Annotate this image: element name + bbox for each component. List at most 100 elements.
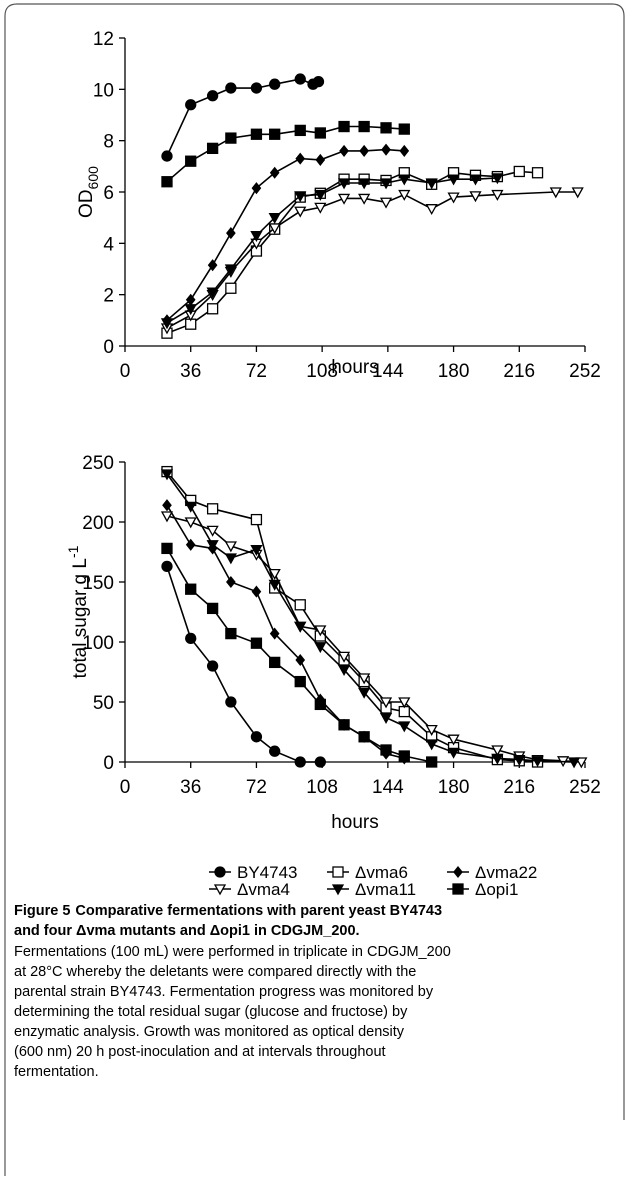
legend-label: Δvma22 xyxy=(475,863,537,882)
legend-label: Δvma4 xyxy=(237,880,290,899)
marker xyxy=(513,165,525,178)
marker xyxy=(206,303,219,315)
frame xyxy=(4,3,625,1176)
y-axis-label: OD600 xyxy=(76,166,101,218)
series-line xyxy=(166,191,578,329)
marker xyxy=(358,178,371,190)
marker xyxy=(225,282,237,294)
marker xyxy=(531,756,544,768)
series-line xyxy=(166,504,405,760)
marker xyxy=(425,204,438,216)
marker xyxy=(312,75,325,88)
marker xyxy=(269,656,281,669)
x-axis-label: hours xyxy=(331,812,379,833)
marker xyxy=(294,599,306,611)
x-tick-label: 180 xyxy=(438,361,470,382)
x-tick-label: 0 xyxy=(120,361,131,382)
marker xyxy=(294,756,306,768)
marker xyxy=(469,174,482,186)
marker xyxy=(337,664,351,676)
x-tick-label: 180 xyxy=(438,777,470,798)
marker xyxy=(399,144,410,157)
y-tick-label: 150 xyxy=(82,573,114,594)
marker xyxy=(338,120,350,133)
y-tick-label: 0 xyxy=(103,753,114,774)
marker xyxy=(379,197,393,209)
y-tick-label: 8 xyxy=(103,132,114,153)
marker xyxy=(160,469,174,481)
marker xyxy=(268,568,281,580)
marker xyxy=(269,627,280,640)
marker xyxy=(161,176,173,188)
marker xyxy=(491,745,504,757)
marker xyxy=(160,511,174,523)
x-tick-label: 72 xyxy=(246,361,267,382)
marker xyxy=(426,756,438,768)
series-line xyxy=(166,473,575,763)
caption-line: (600 nm) 20 h post-inoculation and at in… xyxy=(14,1044,386,1060)
marker xyxy=(571,187,584,199)
marker xyxy=(184,517,197,529)
marker xyxy=(250,128,263,140)
marker xyxy=(339,144,349,157)
marker xyxy=(379,712,393,724)
marker xyxy=(250,230,263,242)
x-tick-label: 108 xyxy=(306,361,338,382)
marker xyxy=(206,540,219,552)
marker xyxy=(379,697,393,709)
marker xyxy=(225,696,237,708)
caption-line: parental strain BY4743. Fermentation pro… xyxy=(14,984,434,1000)
marker xyxy=(294,73,306,85)
x-axis-label: hours xyxy=(331,357,379,378)
marker xyxy=(224,553,237,565)
marker xyxy=(268,213,281,225)
marker xyxy=(447,747,460,759)
x-tick-label: 36 xyxy=(180,361,201,382)
series-line xyxy=(166,177,498,324)
caption-title: Figure 5 Comparative fermentations with p… xyxy=(14,903,442,919)
marker xyxy=(161,560,173,573)
marker xyxy=(358,120,370,133)
marker xyxy=(452,883,464,895)
marker xyxy=(358,687,371,699)
marker xyxy=(398,750,410,762)
marker xyxy=(338,719,350,731)
marker xyxy=(224,541,237,553)
caption-line: Fermentations (100 mL) were performed in… xyxy=(14,944,451,960)
marker xyxy=(251,585,262,598)
y-axis-label: total sugar g L-1 xyxy=(65,545,91,678)
marker xyxy=(214,866,226,878)
marker xyxy=(206,503,219,515)
marker xyxy=(206,90,219,102)
x-tick-label: 216 xyxy=(503,361,535,382)
marker xyxy=(160,318,174,330)
marker xyxy=(185,155,197,167)
x-tick-label: 252 xyxy=(569,361,601,382)
y-tick-label: 0 xyxy=(103,337,114,358)
y-tick-label: 50 xyxy=(93,693,114,714)
marker xyxy=(206,142,219,155)
marker xyxy=(213,884,227,896)
y-tick-label: 100 xyxy=(82,633,114,654)
marker xyxy=(314,642,327,654)
marker xyxy=(379,178,393,190)
y-tick-label: 12 xyxy=(93,29,114,50)
marker xyxy=(425,178,438,190)
y-axis-label-sub: 600 xyxy=(85,166,101,190)
legend-label: Δvma6 xyxy=(355,863,408,882)
marker xyxy=(250,544,263,556)
marker xyxy=(225,627,237,640)
series-line xyxy=(166,566,321,763)
marker xyxy=(491,173,504,185)
marker xyxy=(398,174,411,186)
marker xyxy=(206,287,219,299)
marker xyxy=(314,698,326,711)
marker xyxy=(295,152,306,165)
marker xyxy=(250,637,263,649)
marker xyxy=(447,734,460,746)
marker xyxy=(185,583,197,595)
legend-label: BY4743 xyxy=(237,863,298,882)
marker xyxy=(314,202,327,214)
marker xyxy=(549,187,562,199)
